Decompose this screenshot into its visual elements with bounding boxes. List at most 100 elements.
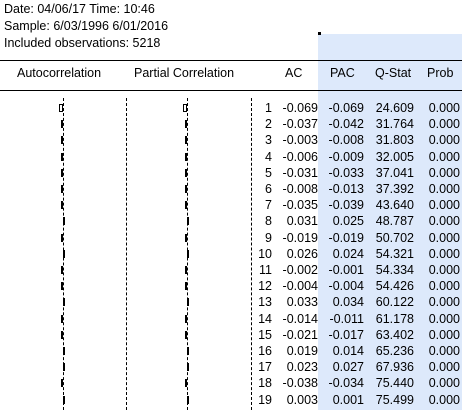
- pac-mark: [187, 298, 189, 307]
- lag-cell: 12: [258, 279, 272, 294]
- header-partial-correlation: Partial Correlation: [134, 66, 235, 80]
- pac-cell: -0.069: [328, 101, 364, 115]
- pac-cell: -0.011: [329, 311, 364, 326]
- ac-mark: [61, 282, 63, 291]
- qstat-cell: 54.321: [375, 246, 414, 261]
- ac-mark: [61, 168, 63, 177]
- prob-cell: 0.000: [428, 327, 460, 342]
- ac-mark: [61, 314, 63, 323]
- lag-cell: 8: [265, 214, 272, 229]
- lag-cell: 17: [258, 360, 272, 375]
- prob-cell: 0.000: [428, 149, 460, 164]
- pac-cell: -0.017: [328, 327, 364, 342]
- qstat-cell: 31.803: [375, 133, 414, 148]
- prob-cell: 0.000: [428, 165, 460, 180]
- pac-cell: -0.008: [328, 133, 364, 148]
- header-bottom-rule: [0, 90, 462, 91]
- pac-cell: -0.019: [328, 230, 364, 245]
- pac-mark: [185, 266, 187, 274]
- qstat-cell: 67.936: [375, 360, 414, 375]
- qstat-cell: 61.178: [375, 311, 414, 326]
- pac-cell: 0.024: [332, 246, 364, 261]
- pac-mark: [184, 120, 187, 129]
- ac-cell: -0.035: [282, 198, 318, 213]
- ac-cell: -0.019: [282, 230, 318, 245]
- pac-mark: [185, 282, 187, 291]
- prob-cell: 0.000: [428, 360, 460, 375]
- header-ac: AC: [285, 66, 303, 80]
- ac-cell: -0.014: [282, 311, 318, 326]
- qstat-cell: 50.702: [375, 230, 414, 245]
- pac-mark: [185, 152, 187, 161]
- prob-cell: 0.000: [428, 295, 460, 310]
- header-autocorrelation: Autocorrelation: [17, 66, 102, 80]
- ac-cell: -0.031: [282, 165, 318, 180]
- lag-cell: 18: [258, 376, 272, 391]
- ac-mark: [60, 379, 63, 388]
- prob-cell: 0.000: [428, 376, 460, 391]
- prob-cell: 0.000: [428, 133, 460, 148]
- prob-cell: 0.000: [428, 263, 460, 277]
- qstat-cell: 48.787: [375, 214, 414, 229]
- qstat-cell: 43.640: [375, 198, 414, 213]
- prob-cell: 0.000: [428, 246, 460, 261]
- lag-cell: 16: [258, 344, 272, 358]
- ac-mark: [60, 120, 63, 129]
- qstat-cell: 24.609: [375, 101, 414, 115]
- pac-mark: [187, 395, 189, 404]
- qstat-cell: 37.392: [375, 182, 414, 196]
- lag-cell: 1: [265, 101, 272, 115]
- pac-cell: -0.033: [328, 165, 364, 180]
- date-time-line: Date: 04/06/17 Time: 10:46: [4, 2, 155, 16]
- pac-mark: [187, 363, 189, 372]
- qstat-cell: 63.402: [375, 327, 414, 342]
- ac-cell: 0.023: [286, 360, 318, 375]
- pac-cell: -0.013: [328, 182, 364, 196]
- pac-mark: [185, 136, 187, 145]
- ac-mark: [63, 395, 65, 404]
- prob-cell: 0.000: [428, 198, 460, 213]
- prob-cell: 0.000: [428, 311, 460, 326]
- pac-cell: 0.025: [332, 214, 364, 229]
- lag-cell: 15: [258, 327, 272, 342]
- qstat-cell: 32.005: [375, 149, 414, 164]
- ac-mark: [63, 249, 65, 258]
- ac-cell: 0.031: [286, 214, 318, 229]
- prob-cell: 0.000: [428, 392, 460, 407]
- pac-mark: [185, 233, 187, 242]
- ac-mark: [63, 363, 65, 372]
- ac-mark: [61, 330, 63, 339]
- pac-cell: -0.004: [328, 279, 364, 294]
- lag-cell: 5: [265, 165, 272, 180]
- ac-mark: [61, 233, 63, 242]
- ac-cell: -0.069: [282, 101, 318, 115]
- pac-cell: -0.001: [328, 263, 364, 277]
- ac-mark: [61, 185, 63, 193]
- pac-mark: [185, 185, 187, 193]
- pac-mark: [184, 201, 187, 210]
- partial-correlation-right-divider: [251, 98, 252, 410]
- ac-mark: [63, 217, 65, 226]
- ac-cell: 0.033: [286, 295, 318, 310]
- pac-cell: -0.034: [328, 376, 364, 391]
- header-prob: Prob: [427, 66, 454, 80]
- sample-line: Sample: 6/03/1996 6/01/2016: [4, 19, 169, 33]
- qstat-cell: 60.122: [375, 295, 414, 310]
- qstat-cell: 75.440: [375, 376, 414, 391]
- cursor-marker: [318, 32, 321, 35]
- ac-mark: [63, 298, 65, 307]
- lag-cell: 13: [258, 295, 272, 310]
- lag-cell: 4: [265, 149, 272, 164]
- prob-cell: 0.000: [428, 214, 460, 229]
- ac-cell: -0.004: [282, 279, 318, 294]
- pac-mark: [183, 104, 187, 112]
- ac-cell: 0.019: [286, 344, 318, 358]
- pac-mark: [187, 249, 189, 258]
- pac-mark: [185, 379, 187, 388]
- lag-cell: 2: [265, 117, 272, 132]
- qstat-cell: 54.334: [375, 263, 414, 277]
- highlighted-columns-background: [318, 34, 462, 410]
- ac-cell: -0.008: [282, 182, 318, 196]
- pac-mark: [185, 330, 187, 339]
- lag-cell: 7: [265, 198, 272, 213]
